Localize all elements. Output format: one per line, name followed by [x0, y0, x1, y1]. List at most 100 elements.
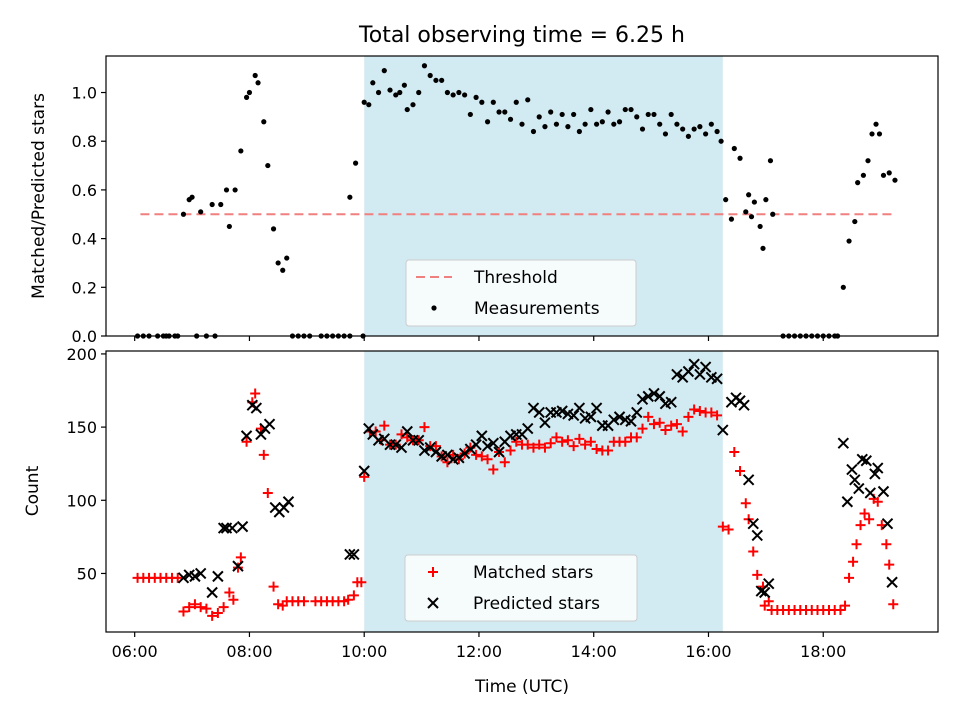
series-predicted-stars [177, 358, 898, 599]
predicted-star-marker [567, 409, 580, 422]
measurement-point [433, 77, 439, 83]
matched-star-marker [201, 603, 212, 614]
predicted-star-marker [864, 487, 876, 499]
measurement-point [507, 116, 514, 122]
matched-star-marker [359, 471, 370, 482]
measurement-point [708, 121, 714, 127]
legend: Threshold Measurements [405, 259, 637, 327]
measurement-point [611, 121, 617, 127]
matched-star-marker [706, 407, 717, 418]
matched-star-marker [763, 596, 774, 607]
matched-star-marker [499, 457, 510, 468]
measurement-point [397, 89, 403, 96]
predicted-star-marker [413, 434, 425, 446]
matched-star-marker [273, 599, 284, 610]
matched-star-marker [476, 451, 487, 462]
measurement-point [265, 162, 271, 169]
predicted-star-marker [711, 373, 723, 385]
matched-star-marker [729, 446, 740, 457]
measurement-point [226, 223, 232, 230]
predicted-star-marker [751, 529, 763, 542]
measurement-point [473, 94, 479, 100]
matched-star-marker [677, 426, 688, 437]
measurement-point [748, 214, 755, 220]
predicted-star-marker [194, 567, 207, 580]
top-panel: 0.0 0.2 0.4 0.6 0.8 1.0 Threshold Measurements [72, 55, 939, 346]
matched-star-marker [268, 581, 279, 592]
matched-star-marker [539, 442, 550, 453]
measurement-point [393, 92, 399, 98]
measurement-point [243, 94, 250, 100]
matched-star-marker [298, 596, 309, 607]
predicted-star-marker [522, 422, 534, 435]
matched-star-marker [212, 607, 223, 618]
predicted-star-marker [573, 402, 586, 414]
measurement-point [536, 114, 542, 120]
bottom-y-axis-label: Count [23, 465, 43, 516]
predicted-star-marker [232, 560, 244, 572]
legend-box [404, 554, 638, 622]
matched-star-marker [835, 605, 846, 616]
predicted-star-marker [742, 474, 755, 486]
matched-star-marker [848, 556, 859, 567]
predicted-star-marker [642, 390, 654, 403]
measurement-point [189, 194, 195, 200]
matched-star-marker [689, 404, 700, 415]
x-tick-label: 14:00 [571, 642, 617, 661]
matched-star-marker [511, 436, 522, 447]
predicted-star-marker [556, 405, 568, 417]
measurement-point [588, 106, 594, 113]
measurement-point [628, 106, 634, 113]
measurement-point [876, 131, 883, 137]
matched-star-marker [551, 432, 562, 443]
measurement-point [576, 128, 582, 135]
measurement-point [255, 80, 261, 86]
legend-label: Matched stars [473, 563, 593, 583]
measurement-point [375, 89, 382, 96]
matched-star-marker [748, 546, 759, 557]
measurement-point [180, 211, 187, 217]
matched-star-marker [643, 411, 654, 422]
predicted-star-marker [747, 517, 759, 530]
matched-star-marker [482, 454, 493, 465]
measurement-point [770, 211, 776, 217]
predicted-star-marker [694, 368, 706, 381]
matched-star-marker [528, 442, 539, 453]
matched-star-marker [631, 432, 642, 443]
predicted-star-marker [401, 425, 413, 438]
matched-star-marker [557, 436, 568, 447]
measurement-point [651, 111, 657, 118]
matched-star-marker [218, 602, 229, 613]
predicted-star-marker [759, 586, 771, 599]
x-axis-label: Time (UTC) [474, 677, 569, 697]
matched-star-marker [694, 406, 705, 417]
matched-star-marker [379, 420, 390, 431]
predicted-star-marker [390, 438, 402, 451]
measurement-point [519, 121, 525, 127]
matched-star-marker [851, 539, 862, 550]
matched-star-marker [735, 466, 746, 477]
measurement-point [553, 121, 560, 127]
measurement-point [605, 109, 611, 115]
matched-star-marker [884, 559, 895, 570]
predicted-star-marker [585, 411, 597, 423]
measurement-point [490, 99, 496, 105]
matched-star-marker [723, 524, 734, 535]
matched-star-marker [241, 436, 252, 447]
measurement-point [728, 216, 735, 222]
y-tick-label: 100 [66, 491, 97, 510]
predicted-star-marker [841, 496, 854, 508]
measurement-point [427, 72, 433, 79]
predicted-star-marker [682, 365, 695, 378]
chart-title: Total observing time = 6.25 h [358, 23, 685, 48]
matched-star-marker [258, 449, 269, 460]
matched-star-marker [864, 514, 875, 525]
matched-star-marker [683, 411, 694, 422]
matched-star-marker [356, 577, 367, 588]
y-tick-label: 1.0 [72, 84, 97, 103]
predicted-star-marker [608, 414, 620, 426]
predicted-star-marker [282, 496, 295, 508]
top-y-axis-label: Matched/Predicted stars [29, 93, 49, 299]
measurement-point [525, 97, 531, 103]
matched-star-marker [562, 435, 573, 446]
